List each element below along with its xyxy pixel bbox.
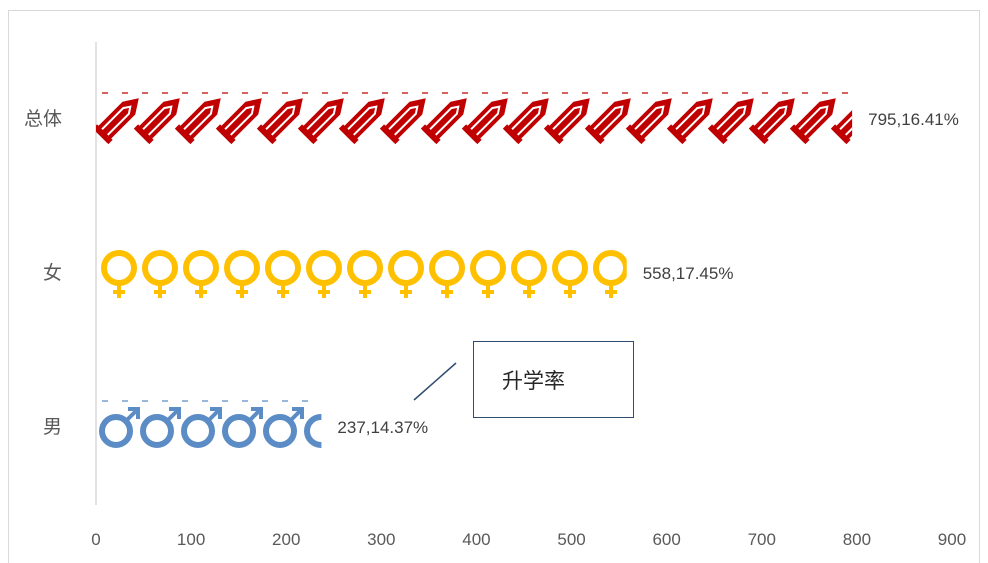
rocket-icon xyxy=(420,98,467,145)
rocket-icon xyxy=(707,98,754,145)
data-label: 795,16.41% xyxy=(868,110,959,129)
data-label: 237,14.37% xyxy=(337,418,428,437)
male-symbol-icon xyxy=(222,407,263,448)
data-label: 558,17.45% xyxy=(643,264,734,283)
annotation-callout: 升学率 xyxy=(473,341,634,418)
x-tick-label: 400 xyxy=(462,530,490,549)
x-tick-label: 200 xyxy=(272,530,300,549)
female-symbol-icon xyxy=(183,250,219,298)
x-tick-label: 300 xyxy=(367,530,395,549)
male-symbol-icon xyxy=(263,407,304,448)
female-symbol-icon xyxy=(593,250,627,298)
female-symbol-icon xyxy=(142,250,178,298)
female-symbol-icon xyxy=(265,250,301,298)
x-tick-label: 900 xyxy=(938,530,966,549)
rocket-icon xyxy=(666,98,713,145)
female-symbol-icon xyxy=(101,250,137,298)
rocket-icon xyxy=(461,98,508,145)
rocket-icon xyxy=(625,98,672,145)
female-symbol-icon xyxy=(347,250,383,298)
rocket-icon xyxy=(256,98,303,145)
rocket-icon xyxy=(748,98,795,145)
male-symbol-icon xyxy=(140,407,181,448)
female-symbol-icon xyxy=(511,250,547,298)
x-tick-label: 800 xyxy=(843,530,871,549)
female-symbol-icon xyxy=(224,250,260,298)
rocket-icon xyxy=(96,98,139,145)
female-symbol-icon xyxy=(306,250,342,298)
female-symbol-icon xyxy=(388,250,424,298)
x-tick-label: 700 xyxy=(748,530,776,549)
bar-male-symbol xyxy=(99,400,322,448)
bar-female-symbol xyxy=(101,250,627,298)
rocket-icon xyxy=(297,98,344,145)
rocket-icon xyxy=(502,98,549,145)
male-symbol-icon xyxy=(304,414,322,448)
x-tick-label: 0 xyxy=(91,530,100,549)
x-tick-label: 500 xyxy=(557,530,585,549)
rocket-icon xyxy=(338,98,385,145)
female-symbol-icon xyxy=(552,250,588,298)
female-symbol-icon xyxy=(470,250,506,298)
female-symbol-icon xyxy=(429,250,465,298)
rocket-icon xyxy=(133,98,180,145)
annotation-leader-line xyxy=(413,362,457,401)
x-tick-label: 600 xyxy=(652,530,680,549)
male-symbol-icon xyxy=(99,407,140,448)
category-label: 女 xyxy=(43,262,62,284)
x-tick-label: 100 xyxy=(177,530,205,549)
rocket-icon xyxy=(379,98,426,145)
rocket-icon xyxy=(174,98,221,145)
male-symbol-icon xyxy=(181,407,222,448)
category-label: 男 xyxy=(43,416,62,438)
category-label: 总体 xyxy=(24,108,62,130)
rocket-icon xyxy=(584,98,631,145)
rocket-icon xyxy=(215,98,262,145)
rocket-icon xyxy=(543,98,590,145)
bar-rocket xyxy=(96,92,853,145)
rocket-icon xyxy=(789,98,836,145)
annotation-text: 升学率 xyxy=(502,368,565,393)
rocket-icon xyxy=(830,98,853,145)
